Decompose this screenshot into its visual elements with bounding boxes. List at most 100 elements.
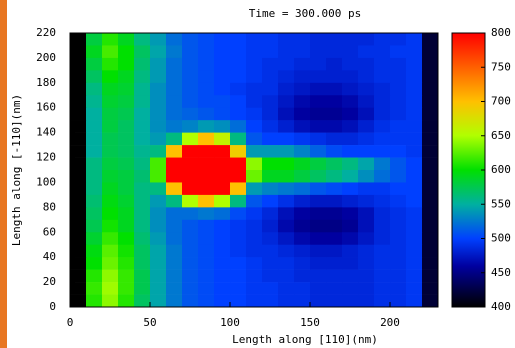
heat-cell <box>406 95 423 109</box>
heat-cell <box>294 132 311 146</box>
heat-cell <box>310 207 327 221</box>
heat-cell <box>102 170 119 183</box>
heat-cell <box>230 57 247 71</box>
heat-cell <box>406 57 423 71</box>
heat-cell <box>150 244 167 258</box>
heat-cell <box>390 57 407 71</box>
heat-cell <box>86 244 103 258</box>
heat-cell <box>358 170 375 183</box>
heat-cell <box>86 257 103 270</box>
heat-cell <box>422 33 439 46</box>
heat-cell <box>86 282 103 295</box>
heat-cell <box>326 244 343 258</box>
heat-cell <box>166 170 183 183</box>
heat-cell <box>294 120 311 133</box>
heat-cell <box>342 45 359 59</box>
heat-cell <box>198 157 215 171</box>
heat-cell <box>86 269 103 283</box>
heat-cell <box>374 244 391 258</box>
heat-cell <box>166 282 183 295</box>
heat-cell <box>230 207 247 221</box>
heat-cell <box>262 132 279 146</box>
heat-cell <box>422 107 439 121</box>
heat-cell <box>342 132 359 146</box>
heat-cell <box>358 33 375 46</box>
heat-cell <box>198 45 215 59</box>
heat-cell <box>278 70 295 84</box>
heat-cell <box>70 257 87 270</box>
heat-cell <box>118 170 135 183</box>
heat-cell <box>118 219 135 233</box>
heat-cell <box>310 82 327 96</box>
heat-cell <box>326 132 343 146</box>
heat-cell <box>390 157 407 171</box>
y-tick-label: 20 <box>43 275 56 288</box>
heat-cell <box>310 145 327 158</box>
heat-cell <box>70 244 87 258</box>
heat-cell <box>278 269 295 283</box>
heat-cell <box>198 232 215 246</box>
heat-cell <box>294 207 311 221</box>
heat-cell <box>390 132 407 146</box>
heat-cell <box>374 269 391 283</box>
y-tick-label: 140 <box>36 126 56 139</box>
heat-cell <box>198 70 215 84</box>
heat-cell <box>166 82 183 96</box>
heat-cell <box>230 132 247 146</box>
heat-cell <box>374 70 391 84</box>
heat-cell <box>390 269 407 283</box>
heat-cell <box>118 120 135 133</box>
heat-cell <box>134 95 151 109</box>
heat-cell <box>166 182 183 196</box>
heat-cell <box>310 57 327 71</box>
heat-cell <box>278 82 295 96</box>
heat-cell <box>182 294 199 308</box>
heat-cell <box>118 82 135 96</box>
heat-cell <box>134 282 151 295</box>
heat-cell <box>118 282 135 295</box>
heat-cell <box>422 282 439 295</box>
heat-cell <box>390 45 407 59</box>
heat-cell <box>294 95 311 109</box>
heat-cell <box>198 82 215 96</box>
heat-cell <box>246 145 263 158</box>
heat-cell <box>118 294 135 308</box>
side-stripe <box>0 0 7 348</box>
heat-cell <box>214 282 231 295</box>
heat-cell <box>102 244 119 258</box>
heat-cell <box>406 182 423 196</box>
heat-cell <box>358 132 375 146</box>
heat-cell <box>406 219 423 233</box>
heat-cell <box>246 282 263 295</box>
heat-cell <box>182 132 199 146</box>
heat-cell <box>86 294 103 308</box>
heat-cell <box>70 294 87 308</box>
heat-cell <box>342 120 359 133</box>
heat-cell <box>70 33 87 46</box>
y-tick-label: 40 <box>43 250 56 263</box>
heat-cell <box>70 207 87 221</box>
heat-cell <box>134 257 151 270</box>
heat-cell <box>214 82 231 96</box>
heat-cell <box>406 33 423 46</box>
heat-cell <box>342 33 359 46</box>
heat-cell <box>182 257 199 270</box>
heat-cell <box>374 294 391 308</box>
heat-cell <box>230 157 247 171</box>
heat-cell <box>118 70 135 84</box>
heat-cell <box>262 182 279 196</box>
heat-cell <box>422 82 439 96</box>
heat-cell <box>134 70 151 84</box>
heat-cell <box>86 33 103 46</box>
heat-cell <box>326 57 343 71</box>
heat-cell <box>134 107 151 121</box>
heat-cell <box>230 219 247 233</box>
heat-cell <box>262 33 279 46</box>
heat-cell <box>86 170 103 183</box>
heat-cell <box>230 107 247 121</box>
heat-cell <box>422 244 439 258</box>
heat-cell <box>70 95 87 109</box>
heat-cell <box>294 33 311 46</box>
heat-cell <box>166 120 183 133</box>
heat-cell <box>166 294 183 308</box>
